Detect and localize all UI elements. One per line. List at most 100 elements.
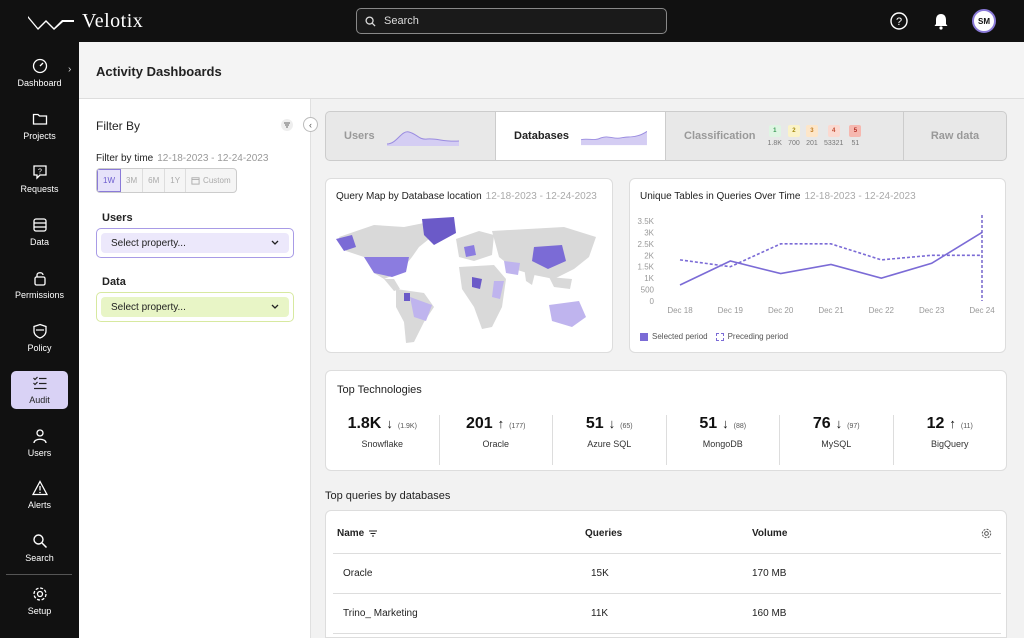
sidebar-item-data[interactable]: Data bbox=[11, 213, 68, 251]
app-name: Velotix bbox=[82, 10, 144, 32]
line-range: 12-18-2023 - 12-24-2023 bbox=[804, 191, 916, 202]
map-region-africa-east bbox=[492, 281, 504, 299]
sidebar-item-search[interactable]: Search bbox=[11, 529, 68, 567]
x-tick-label: Dec 23 bbox=[919, 306, 945, 315]
time-option-1y[interactable]: 1Y bbox=[165, 169, 187, 192]
tech-item[interactable]: 201 ↑ (177) Oracle bbox=[440, 415, 553, 465]
x-tick-label: Dec 21 bbox=[818, 306, 844, 315]
data-select[interactable]: Select property... bbox=[96, 292, 294, 322]
sidebar: › Dashboard Projects ? Requests Data Per… bbox=[0, 42, 79, 638]
chart-legend: Selected period Preceding period bbox=[640, 332, 788, 341]
sidebar-expand-icon[interactable]: › bbox=[68, 64, 72, 75]
cell-volume: 170 MB bbox=[752, 568, 787, 579]
app-logo[interactable]: Velotix bbox=[28, 10, 143, 33]
table-row[interactable]: Oracle 15K 170 MB bbox=[333, 554, 1001, 594]
tab-classification-label: Classification bbox=[684, 130, 756, 142]
search-icon bbox=[365, 15, 376, 27]
help-icon[interactable]: ? bbox=[888, 10, 910, 32]
tab-raw-data[interactable]: Raw data bbox=[904, 112, 1006, 160]
tab-classification[interactable]: Classification 1 1.8K 2 700 3 201 4 5332… bbox=[666, 112, 904, 160]
legend-preceding-label: Preceding period bbox=[727, 332, 789, 341]
avatar[interactable]: SM bbox=[972, 9, 996, 33]
tech-item[interactable]: 51 ↓ (88) MongoDB bbox=[667, 415, 780, 465]
tech-name: Snowflake bbox=[361, 439, 404, 449]
users-sparkline-icon bbox=[386, 131, 459, 146]
sidebar-item-label: Dashboard bbox=[17, 78, 62, 88]
map-region-europe-accent bbox=[464, 245, 476, 257]
badge-level: 3 bbox=[805, 125, 818, 137]
map-region-southeast-asia bbox=[549, 277, 572, 289]
y-tick-label: 1K bbox=[644, 274, 654, 283]
sidebar-item-dashboard[interactable]: Dashboard bbox=[11, 54, 68, 92]
time-option-3m[interactable]: 3M bbox=[121, 169, 144, 192]
search-icon bbox=[32, 534, 47, 549]
tech-prev: (88) bbox=[733, 423, 747, 430]
arrow-down-icon: ↓ bbox=[835, 416, 843, 431]
tech-name: MySQL bbox=[821, 439, 852, 449]
x-tick-label: Dec 19 bbox=[718, 306, 744, 315]
collapse-panel-button[interactable]: ‹ bbox=[303, 117, 318, 132]
time-option-custom[interactable]: Custom bbox=[186, 169, 236, 192]
tech-name: BigQuery bbox=[930, 439, 969, 449]
sidebar-item-label: Projects bbox=[23, 131, 56, 141]
table-settings-icon[interactable] bbox=[981, 528, 992, 542]
classification-badge: 1 1.8K bbox=[768, 125, 782, 147]
tab-databases[interactable]: Databases bbox=[496, 112, 666, 160]
time-option-6m[interactable]: 6M bbox=[143, 169, 166, 192]
sidebar-item-label: Policy bbox=[27, 343, 52, 353]
map-region-usa bbox=[364, 257, 409, 277]
tech-item[interactable]: 51 ↓ (65) Azure SQL bbox=[553, 415, 667, 465]
tech-item[interactable]: 1.8K ↓ (1.9K) Snowflake bbox=[326, 415, 440, 465]
sidebar-item-alerts[interactable]: Alerts bbox=[11, 476, 68, 514]
tech-item[interactable]: 76 ↓ (97) MySQL bbox=[780, 415, 894, 465]
svg-text:?: ? bbox=[896, 16, 902, 28]
x-tick-label: Dec 24 bbox=[969, 306, 995, 315]
filter-sort-icon[interactable] bbox=[281, 119, 293, 131]
queries-title: Top queries by databases bbox=[325, 490, 451, 502]
map-region-australia bbox=[549, 301, 586, 327]
tech-name: Oracle bbox=[482, 439, 509, 449]
cell-name: Trino_ Marketing bbox=[343, 608, 418, 619]
tech-prev: (65) bbox=[620, 423, 633, 430]
tech-value: 76 bbox=[812, 415, 831, 432]
classification-badge: 3 201 bbox=[805, 125, 818, 147]
column-header-volume[interactable]: Volume bbox=[752, 528, 788, 539]
bell-icon[interactable] bbox=[930, 10, 952, 32]
data-select-value: Select property... bbox=[111, 301, 186, 313]
badge-value: 1.8K bbox=[767, 140, 782, 147]
search-input[interactable]: Search bbox=[356, 8, 667, 34]
sidebar-item-audit[interactable]: Audit bbox=[11, 371, 68, 409]
world-map[interactable] bbox=[334, 217, 604, 347]
line-title: Unique Tables in Queries Over Time bbox=[640, 191, 801, 202]
x-tick-label: Dec 22 bbox=[869, 306, 895, 315]
sidebar-item-projects[interactable]: Projects bbox=[11, 107, 68, 145]
checklist-icon bbox=[32, 376, 46, 390]
series-selected-line bbox=[679, 231, 983, 286]
sidebar-item-label: Permissions bbox=[14, 290, 64, 300]
tech-prev: (1.9K) bbox=[397, 423, 417, 430]
table-row[interactable]: Trino_ Marketing 11K 160 MB bbox=[333, 594, 1001, 634]
chevron-down-icon bbox=[271, 240, 279, 245]
classification-badges: 1 1.8K 2 700 3 201 4 53321 5 51 bbox=[768, 125, 862, 147]
column-header-queries[interactable]: Queries bbox=[585, 528, 623, 539]
users-select[interactable]: Select property... bbox=[96, 228, 294, 258]
sidebar-item-permissions[interactable]: Permissions bbox=[11, 266, 68, 304]
tech-item[interactable]: 12 ↑ (11) BigQuery bbox=[894, 415, 1007, 465]
chevron-left-icon: ‹ bbox=[309, 119, 312, 130]
sidebar-item-requests[interactable]: ? Requests bbox=[11, 160, 68, 198]
map-card-title: Query Map by Database location 12-18-2023… bbox=[336, 191, 597, 202]
sidebar-item-setup[interactable]: Setup bbox=[11, 582, 68, 620]
tab-users-label: Users bbox=[344, 130, 375, 142]
badge-level: 4 bbox=[827, 125, 840, 137]
time-option-1w[interactable]: 1W bbox=[97, 169, 121, 192]
x-tick-label: Dec 18 bbox=[667, 306, 693, 315]
sidebar-item-users[interactable]: Users bbox=[11, 424, 68, 462]
column-header-name[interactable]: Name bbox=[337, 528, 378, 539]
tech-prev: (97) bbox=[847, 423, 860, 430]
line-chart[interactable]: 0 500 1K 1.5K 2K 2.5K 3K 3.5K Dec 18 Dec 19 Dec 20… bbox=[630, 213, 1000, 328]
arrow-down-icon: ↓ bbox=[722, 416, 729, 431]
tab-users[interactable]: Users bbox=[326, 112, 496, 160]
sidebar-item-policy[interactable]: Policy bbox=[11, 319, 68, 357]
filter-time-label: Filter by time 12-18-2023 - 12-24-2023 bbox=[96, 153, 268, 164]
legend-swatch-selected bbox=[640, 332, 648, 341]
